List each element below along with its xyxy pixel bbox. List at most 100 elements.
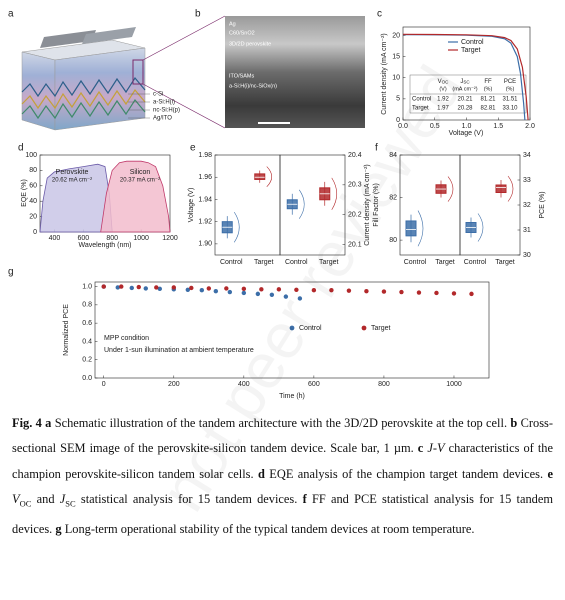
sem-label: Ag bbox=[229, 21, 236, 27]
point bbox=[129, 285, 134, 291]
point bbox=[213, 288, 219, 294]
caption-text: d bbox=[257, 466, 265, 481]
y-tick-label: 20.1 bbox=[348, 241, 362, 248]
y-tick-label: 32 bbox=[523, 202, 531, 209]
caption-text: characteristics of the champion perovski… bbox=[12, 441, 553, 481]
caption-text: g bbox=[55, 522, 62, 537]
x-axis-label: Time (h) bbox=[279, 393, 305, 400]
x-tick-label: 1.0 bbox=[462, 123, 472, 130]
caption: Fig. 4 a Schematic illustration of the t… bbox=[12, 411, 553, 543]
point bbox=[115, 285, 120, 290]
y-tick-label: 1.92 bbox=[198, 219, 212, 226]
header-name: FF bbox=[484, 79, 492, 85]
point bbox=[434, 290, 439, 296]
plot-frame bbox=[459, 154, 521, 256]
x-tick-label: 0 bbox=[102, 381, 106, 388]
x-tick-label: 1200 bbox=[162, 235, 178, 242]
y-tick-label: 0.2 bbox=[82, 357, 92, 364]
table-cell: 1.92 bbox=[437, 97, 449, 103]
y-tick-label: 10 bbox=[392, 75, 400, 82]
legend-label: Control bbox=[461, 39, 484, 46]
violin bbox=[477, 213, 484, 242]
point bbox=[469, 291, 474, 297]
y-tick-label: 60 bbox=[29, 183, 37, 190]
y-tick-label: 1.98 bbox=[198, 152, 212, 159]
box bbox=[405, 220, 417, 237]
violin bbox=[299, 189, 305, 219]
annotation: Under 1-sun illumination at ambient temp… bbox=[104, 347, 254, 354]
y-tick-label: 20 bbox=[29, 213, 37, 220]
table-cell: 1.97 bbox=[437, 106, 449, 112]
table-row-name: Control bbox=[412, 97, 431, 103]
y-tick-label: 0.4 bbox=[82, 338, 92, 345]
table-unit: (mA cm⁻²) bbox=[452, 86, 477, 92]
point bbox=[119, 284, 124, 289]
x-tick-label: 1.5 bbox=[493, 123, 503, 130]
legend-marker bbox=[361, 325, 367, 331]
table-cell: 33.10 bbox=[502, 106, 518, 112]
point bbox=[329, 288, 334, 293]
caption-text: V bbox=[12, 492, 20, 507]
point bbox=[276, 287, 282, 292]
x-tick-label: 600 bbox=[308, 381, 320, 388]
y-tick-label: 34 bbox=[523, 152, 531, 159]
x-tick-label: 2.0 bbox=[525, 123, 535, 130]
table-cell: 20.28 bbox=[457, 106, 473, 112]
caption-text: EQE analysis of the champion target tand… bbox=[269, 466, 544, 481]
point bbox=[171, 285, 176, 290]
x-tick-label: Target bbox=[495, 259, 515, 266]
caption-text: FF and PCE statistical analysis for 15 t… bbox=[12, 492, 553, 537]
point bbox=[399, 289, 404, 295]
x-tick-label: 800 bbox=[378, 381, 390, 388]
point bbox=[136, 284, 141, 290]
table-cell: 82.81 bbox=[480, 106, 496, 112]
violin bbox=[331, 177, 338, 210]
jv-curve bbox=[402, 33, 529, 121]
point bbox=[259, 287, 264, 292]
point bbox=[311, 288, 317, 293]
y-tick-label: 1.96 bbox=[198, 174, 212, 181]
point bbox=[364, 288, 369, 294]
point bbox=[199, 288, 205, 293]
y-tick-label: 84 bbox=[389, 152, 397, 159]
area-label: Perovskite bbox=[56, 169, 89, 176]
panel-label: g bbox=[8, 267, 14, 278]
x-tick-label: Target bbox=[254, 259, 274, 266]
caption-text: Long-term operational stability of the t… bbox=[64, 522, 475, 537]
y-axis-label: Fill Factor (%) bbox=[373, 183, 380, 227]
y-axis-label: Normalized PCE bbox=[63, 304, 70, 356]
layer-label: Ag/ITO bbox=[153, 116, 172, 122]
point bbox=[269, 292, 275, 297]
point bbox=[297, 296, 303, 301]
violin bbox=[507, 175, 514, 202]
table-header: PCE bbox=[504, 79, 516, 85]
y-tick-label: 0 bbox=[396, 117, 400, 124]
y-tick-label: 82 bbox=[389, 194, 397, 201]
area-value-label: 20.62 mA cm⁻² bbox=[52, 178, 92, 184]
y-tick-label: 0.6 bbox=[82, 320, 92, 327]
caption-text: J bbox=[59, 492, 66, 507]
x-tick-label: Target bbox=[319, 259, 339, 266]
point bbox=[101, 284, 106, 289]
layer-label: a-Si:H(i) bbox=[153, 100, 175, 106]
y-tick-label: 40 bbox=[29, 198, 37, 205]
point bbox=[154, 285, 159, 290]
schematic bbox=[21, 15, 226, 131]
caption-text: statistical analysis for 15 tandem devic… bbox=[80, 492, 298, 507]
violin bbox=[417, 210, 424, 247]
plot-frame bbox=[399, 154, 461, 256]
y-tick-label: 20.3 bbox=[348, 182, 362, 189]
annotation: MPP condition bbox=[104, 335, 149, 342]
x-tick-label: 1000 bbox=[133, 235, 149, 242]
x-tick-label: 0.5 bbox=[430, 123, 440, 130]
point bbox=[185, 287, 191, 292]
y-axis-label: EQE (%) bbox=[21, 179, 28, 207]
point bbox=[224, 286, 229, 291]
y-tick-label: 20 bbox=[392, 32, 400, 39]
y-tick-label: 20.2 bbox=[348, 212, 362, 219]
y-tick-label: 20.4 bbox=[348, 152, 362, 159]
caption-text: e bbox=[547, 466, 554, 481]
caption-text: Schematic illustration of the tandem arc… bbox=[54, 416, 508, 430]
y-tick-label: 15 bbox=[392, 53, 400, 60]
y-tick-label: 5 bbox=[396, 96, 400, 103]
